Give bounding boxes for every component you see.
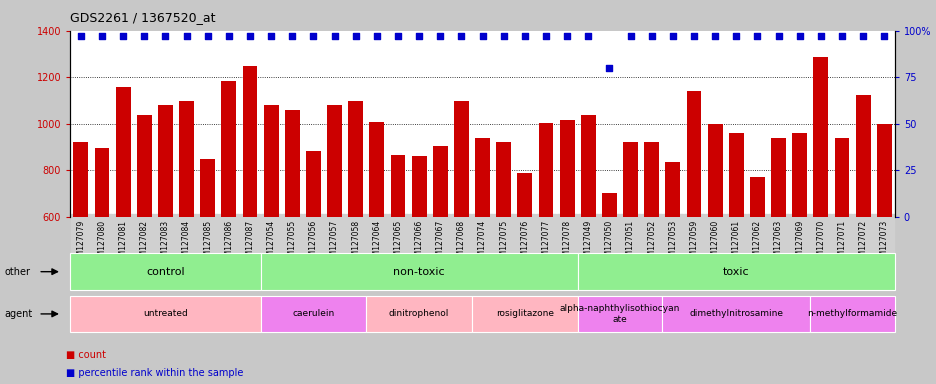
Text: ■ percentile rank within the sample: ■ percentile rank within the sample <box>66 368 242 378</box>
Bar <box>390 155 405 217</box>
Bar <box>601 192 616 217</box>
Text: other: other <box>5 266 31 277</box>
Point <box>390 33 405 40</box>
Point <box>242 33 257 40</box>
Text: n-methylformamide: n-methylformamide <box>807 310 897 318</box>
Text: toxic: toxic <box>723 266 749 277</box>
Text: alpha-naphthylisothiocyan
ate: alpha-naphthylisothiocyan ate <box>559 304 680 324</box>
Bar <box>559 120 574 217</box>
Bar <box>200 159 215 217</box>
Point <box>285 33 300 40</box>
Bar <box>749 177 764 217</box>
Text: control: control <box>146 266 184 277</box>
Bar <box>538 122 553 217</box>
Text: untreated: untreated <box>143 310 187 318</box>
Text: GDS2261 / 1367520_at: GDS2261 / 1367520_at <box>70 12 215 25</box>
Bar <box>263 105 278 217</box>
Bar <box>95 148 110 217</box>
Point <box>686 33 701 40</box>
Bar <box>454 101 468 217</box>
Point <box>644 33 659 40</box>
Bar <box>665 162 680 217</box>
Point <box>411 33 426 40</box>
Bar <box>496 142 510 217</box>
Bar <box>432 146 447 217</box>
Point <box>95 33 110 40</box>
Point <box>369 33 384 40</box>
Bar <box>221 81 236 217</box>
Point <box>453 33 468 40</box>
Bar <box>517 173 532 217</box>
Bar <box>876 124 891 217</box>
Point <box>749 33 764 40</box>
Bar <box>855 95 870 217</box>
Point <box>665 33 680 40</box>
Bar <box>580 114 595 217</box>
Point <box>475 33 490 40</box>
Bar <box>792 133 806 217</box>
Bar <box>158 105 172 217</box>
Text: caerulein: caerulein <box>292 310 334 318</box>
Point <box>348 33 363 40</box>
Point <box>622 33 637 40</box>
Bar <box>622 142 637 217</box>
Point <box>707 33 722 40</box>
Point <box>580 33 595 40</box>
Point <box>432 33 447 40</box>
Point <box>559 33 574 40</box>
Text: agent: agent <box>5 309 33 319</box>
Bar <box>369 121 384 217</box>
Point <box>115 33 130 40</box>
Point <box>305 33 320 40</box>
Point <box>728 33 743 40</box>
Bar <box>285 110 300 217</box>
Bar <box>475 138 490 217</box>
Point <box>834 33 849 40</box>
Text: non-toxic: non-toxic <box>393 266 445 277</box>
Point <box>179 33 194 40</box>
Point <box>496 33 511 40</box>
Bar <box>411 156 426 217</box>
Point <box>538 33 553 40</box>
Point <box>855 33 870 40</box>
Point <box>876 33 891 40</box>
Point <box>158 33 173 40</box>
Point <box>137 33 152 40</box>
Bar <box>728 133 743 217</box>
Text: rosiglitazone: rosiglitazone <box>495 310 553 318</box>
Point <box>263 33 278 40</box>
Point <box>770 33 785 40</box>
Point <box>601 65 616 71</box>
Bar <box>770 138 785 217</box>
Point <box>200 33 215 40</box>
Bar <box>116 87 130 217</box>
Text: dimethylnitrosamine: dimethylnitrosamine <box>689 310 782 318</box>
Point <box>517 33 532 40</box>
Point <box>327 33 342 40</box>
Bar <box>707 124 722 217</box>
Text: dinitrophenol: dinitrophenol <box>388 310 449 318</box>
Bar <box>686 91 701 217</box>
Point <box>221 33 236 40</box>
Bar <box>179 101 194 217</box>
Point <box>73 33 88 40</box>
Point <box>812 33 827 40</box>
Bar <box>834 138 848 217</box>
Bar <box>73 142 88 217</box>
Bar <box>348 101 363 217</box>
Point <box>791 33 806 40</box>
Bar <box>306 151 320 217</box>
Bar <box>327 105 342 217</box>
Bar <box>812 58 827 217</box>
Bar <box>137 114 152 217</box>
Text: ■ count: ■ count <box>66 350 106 360</box>
Bar <box>644 142 658 217</box>
Bar <box>242 66 257 217</box>
